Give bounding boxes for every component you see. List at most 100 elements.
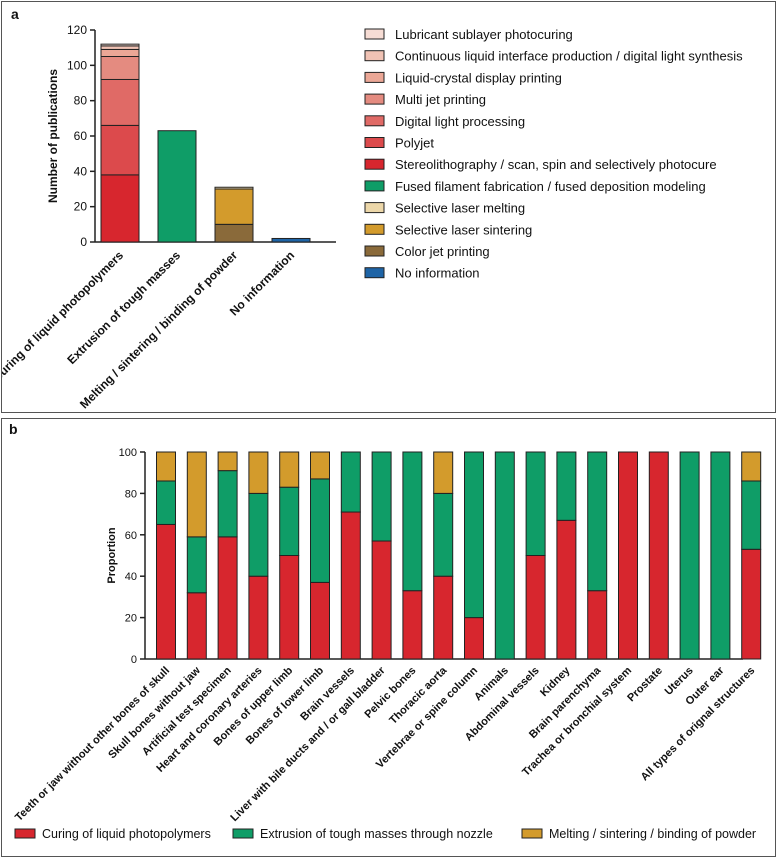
legend-swatch — [364, 71, 385, 83]
panel-b-label: b — [9, 421, 18, 437]
bar-segment-extrusion-of-tough-masses-through-nozzle — [741, 480, 762, 550]
legend-swatch — [232, 828, 254, 839]
y-tick-label: 40 — [125, 571, 137, 583]
bar-segment-curing-of-liquid-photopolymers — [186, 592, 207, 660]
legend-label: Melting / sintering / binding of powder — [549, 827, 756, 841]
legend-label: Multi jet printing — [395, 92, 486, 107]
legend-label: Stereolithography / scan, spin and selec… — [395, 157, 717, 172]
bar-segment-curing-of-liquid-photopolymers — [556, 519, 577, 660]
legend-swatch — [364, 28, 385, 40]
y-tick-label: 80 — [74, 94, 88, 108]
bar-segment-extrusion-of-tough-masses-through-nozzle — [710, 451, 731, 660]
bar-segment-curing-of-liquid-photopolymers — [248, 575, 269, 660]
legend-label: Curing of liquid photopolymers — [42, 827, 211, 841]
bar-segment-liquid-crystal-display-printing — [100, 48, 140, 58]
bar-segment-extrusion-of-tough-masses-through-nozzle — [433, 492, 454, 577]
legend-swatch — [364, 245, 385, 257]
y-axis-title: Proportion — [106, 527, 118, 583]
bar-segment-extrusion-of-tough-masses-through-nozzle — [464, 451, 484, 619]
bar-segment-melting-sintering-binding-of-powder — [248, 451, 269, 494]
bar-segment-curing-of-liquid-photopolymers — [156, 523, 176, 660]
y-tick-label: 20 — [74, 200, 88, 214]
bar-segment-extrusion-of-tough-masses-through-nozzle — [525, 451, 546, 556]
legend-label: Fused filament fabrication / fused depos… — [395, 179, 706, 194]
bar-segment-color-jet-printing — [214, 223, 254, 243]
bar-segment-curing-of-liquid-photopolymers — [464, 617, 484, 660]
legend-swatch — [364, 223, 385, 235]
bar-segment-curing-of-liquid-photopolymers — [402, 590, 423, 660]
bar-segment-extrusion-of-tough-masses-through-nozzle — [679, 451, 700, 660]
y-tick-label: 0 — [80, 235, 87, 249]
bar-segment-extrusion-of-tough-masses-through-nozzle — [587, 451, 608, 592]
y-tick-label: 80 — [125, 488, 137, 500]
legend-label: Lubricant sublayer photocuring — [395, 27, 573, 42]
bar-segment-lubricant-sublayer-photocuring — [100, 43, 140, 47]
legend-label: Extrusion of tough masses through nozzle — [260, 827, 493, 841]
y-tick-label: 40 — [74, 164, 88, 178]
bar-segment-extrusion-of-tough-masses-through-nozzle — [279, 486, 300, 556]
bar-segment-extrusion-of-tough-masses-through-nozzle — [217, 470, 238, 538]
bar-segment-extrusion-of-tough-masses-through-nozzle — [556, 451, 577, 521]
x-tick-label: Brain vessels — [298, 665, 357, 724]
bar-segment-selective-laser-sintering — [214, 188, 254, 225]
panel-a-label: a — [11, 6, 19, 22]
legend-swatch — [364, 158, 385, 170]
legend-swatch — [364, 267, 385, 279]
y-tick-label: 60 — [125, 530, 137, 542]
bar-segment-stereolithography-scan-spin-and-selectively-photocure — [100, 174, 140, 243]
legend-label: Selective laser sintering — [395, 222, 532, 237]
bar-segment-extrusion-of-tough-masses-through-nozzle — [310, 478, 330, 583]
legend-label: Polyjet — [395, 136, 434, 151]
legend-swatch — [14, 828, 36, 839]
bar-segment-continuous-liquid-interface-production-digital-light-synthesis — [100, 45, 140, 50]
bar-segment-extrusion-of-tough-masses-through-nozzle — [340, 451, 361, 513]
bar-segment-curing-of-liquid-photopolymers — [217, 536, 238, 660]
bar-segment-polyjet — [100, 124, 140, 176]
legend-label: Selective laser melting — [395, 201, 525, 216]
bar-segment-extrusion-of-tough-masses-through-nozzle — [248, 492, 269, 577]
legend-swatch — [364, 202, 385, 214]
y-tick-label: 100 — [119, 447, 137, 459]
legend-swatch — [521, 828, 543, 839]
bar-segment-curing-of-liquid-photopolymers — [279, 555, 300, 660]
bar-segment-extrusion-of-tough-masses-through-nozzle — [156, 480, 176, 525]
bar-segment-curing-of-liquid-photopolymers — [310, 581, 330, 660]
bar-segment-curing-of-liquid-photopolymers — [371, 540, 392, 660]
legend-label: Continuous liquid interface production /… — [395, 49, 743, 64]
bar-segment-no-information — [271, 237, 311, 243]
y-tick-label: 120 — [67, 23, 87, 37]
panel-a: a 0 20 40 60 80 100 120 Number of publications C… — [0, 1, 776, 413]
bar-segment-selective-laser-melting — [214, 186, 254, 190]
legend-label: Digital light processing — [395, 114, 525, 129]
y-tick-label: 20 — [125, 613, 137, 625]
bar-segment-melting-sintering-binding-of-powder — [433, 451, 454, 494]
bar-segment-curing-of-liquid-photopolymers — [587, 590, 608, 660]
legend-swatch — [364, 115, 385, 127]
bar-segment-extrusion-of-tough-masses-through-nozzle — [402, 451, 423, 592]
bar-segment-curing-of-liquid-photopolymers — [433, 575, 454, 660]
legend-label: No information — [395, 266, 480, 281]
legend-label: Liquid-crystal display printing — [395, 70, 562, 85]
legend-swatch — [364, 180, 385, 192]
bar-segment-melting-sintering-binding-of-powder — [279, 451, 300, 488]
bar-segment-melting-sintering-binding-of-powder — [186, 451, 207, 538]
bar-segment-curing-of-liquid-photopolymers — [741, 548, 762, 660]
bar-segment-melting-sintering-binding-of-powder — [310, 451, 330, 480]
bar-segment-melting-sintering-binding-of-powder — [156, 451, 176, 482]
bar-segment-curing-of-liquid-photopolymers — [648, 451, 669, 660]
bar-segment-curing-of-liquid-photopolymers — [525, 555, 546, 660]
bar-segment-curing-of-liquid-photopolymers — [340, 511, 361, 660]
bar-segment-melting-sintering-binding-of-powder — [741, 451, 762, 482]
y-axis-title: Number of publications — [46, 69, 60, 203]
bar-segment-extrusion-of-tough-masses-through-nozzle — [494, 451, 515, 660]
bar-segment-fused-filament-fabrication-fused-deposition-modeling — [157, 130, 197, 243]
legend-swatch — [364, 137, 385, 148]
bar-segment-extrusion-of-tough-masses-through-nozzle — [186, 536, 207, 594]
x-tick-label: Extrusion of tough masses — [64, 248, 183, 367]
bar-segment-digital-light-processing — [100, 78, 140, 126]
x-tick-label: All types of orignal structures — [639, 665, 758, 784]
legend-swatch — [364, 50, 385, 62]
y-tick-label: 60 — [74, 129, 88, 143]
